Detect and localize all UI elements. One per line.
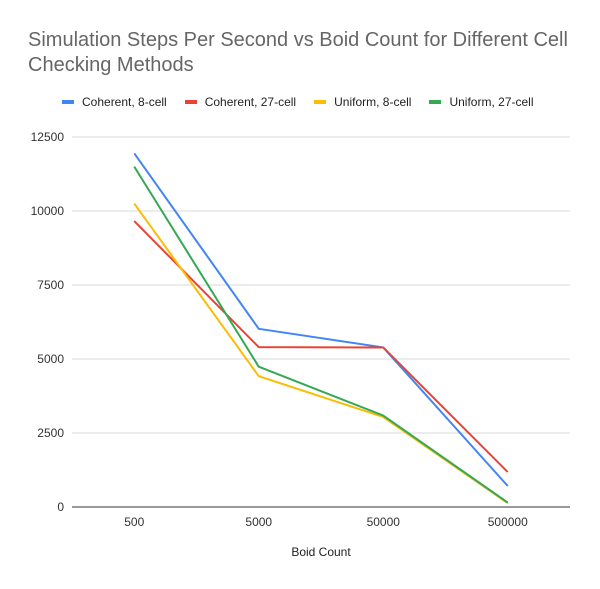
legend-item-coherent-27-cell: Coherent, 27-cell (184, 95, 297, 109)
chart-title-line-1: Simulation Steps Per Second vs Boid Coun… (28, 29, 568, 51)
series-line-coherent-8-cell (133, 152, 509, 487)
legend-label-uniform-8-cell: Uniform, 8-cell (334, 95, 412, 109)
legend: Coherent, 8-cell Coherent, 27-cell Unifo… (62, 95, 552, 109)
legend-swatch-uniform-8-cell (314, 100, 327, 104)
chart-title-line-2: Checking Methods (28, 54, 194, 76)
y-tick-label: 10000 (31, 204, 65, 218)
legend-item-uniform-27-cell: Uniform, 27-cell (429, 95, 534, 109)
y-tick-label: 12500 (31, 130, 65, 144)
series-line-uniform-27-cell (133, 166, 509, 504)
legend-label-uniform-27-cell: Uniform, 27-cell (449, 95, 534, 109)
y-tick-label: 2500 (37, 426, 64, 440)
x-tick-label: 500 (124, 515, 144, 529)
x-tick-label: 500000 (488, 515, 528, 529)
x-axis-title: Boid Count (291, 545, 351, 559)
legend-item-coherent-8-cell: Coherent, 8-cell (62, 95, 167, 109)
series-layer (133, 152, 509, 504)
tick-labels: 0 2500 5000 7500 10000 12500 500 5000 50000 50000… (31, 130, 528, 529)
y-tick-label: 7500 (37, 278, 64, 292)
legend-swatch-uniform-27-cell (429, 100, 442, 104)
series-line-coherent-27-cell (133, 220, 509, 473)
legend-label-coherent-27-cell: Coherent, 27-cell (204, 95, 297, 109)
grid-layer (72, 136, 570, 508)
x-tick-label: 5000 (245, 515, 272, 529)
legend-swatch-coherent-27-cell (184, 100, 197, 104)
y-tick-label: 0 (57, 500, 64, 514)
legend-swatch-coherent-8-cell (62, 100, 74, 104)
legend-item-uniform-8-cell: Uniform, 8-cell (314, 95, 411, 109)
legend-label-coherent-8-cell: Coherent, 8-cell (82, 95, 167, 109)
y-tick-label: 5000 (37, 352, 64, 366)
chart-title: Simulation Steps Per Second vs Boid Coun… (28, 28, 588, 78)
x-tick-label: 50000 (367, 515, 401, 529)
series-line-uniform-8-cell (133, 203, 509, 504)
